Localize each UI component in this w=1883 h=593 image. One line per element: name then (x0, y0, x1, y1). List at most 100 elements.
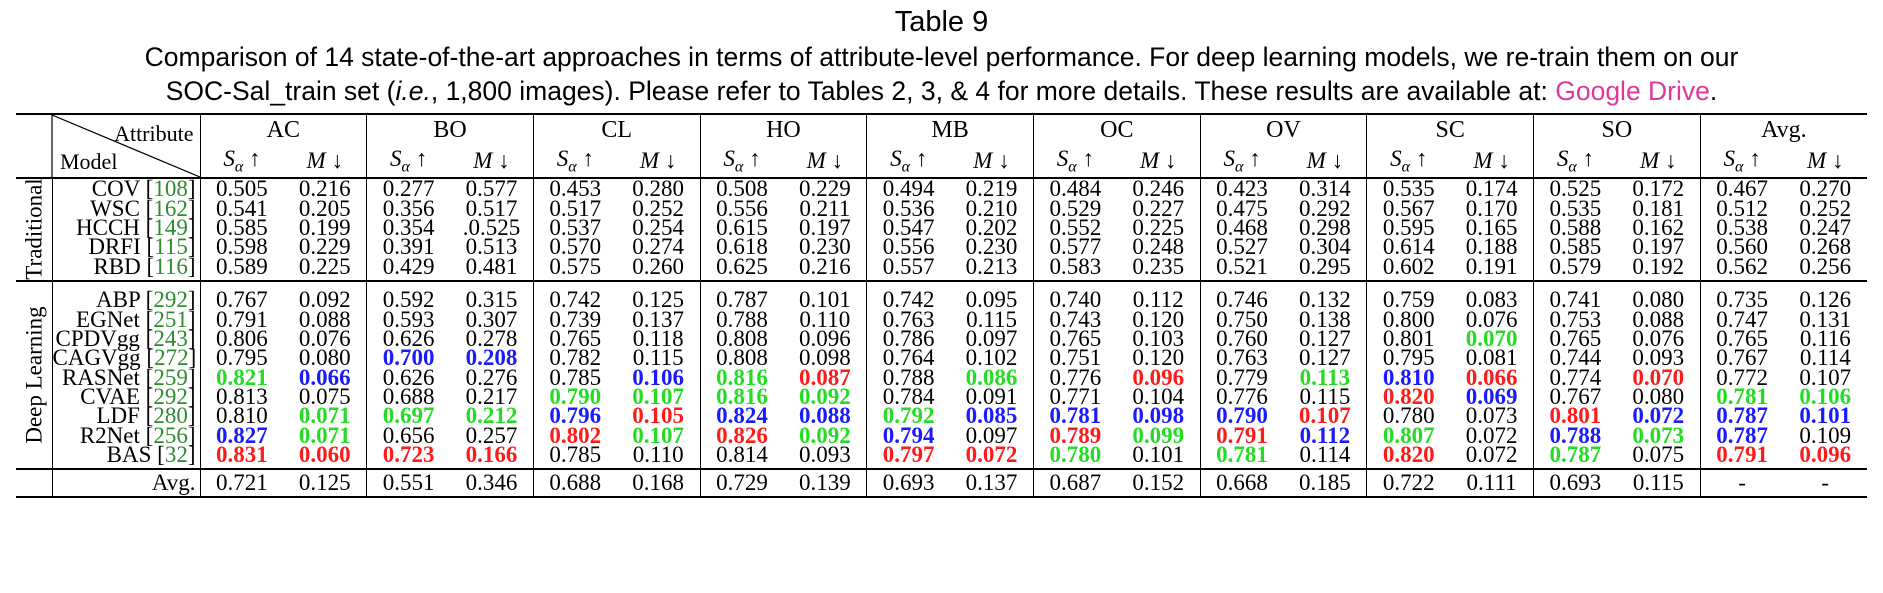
citation-link[interactable]: 292 (153, 384, 188, 410)
citation-link[interactable]: 116 (154, 253, 188, 279)
cell-value: 0.453 (549, 176, 602, 202)
table-cell: 0.521 (1199, 255, 1284, 282)
citation-link[interactable]: 108 (153, 176, 188, 202)
table-cell: 0.112 (1283, 424, 1366, 447)
table-row: CPDVgg [243] 0.806 0.076 0.626 0.278 0.765 0.1… (16, 325, 1867, 351)
cell-value: 0.219 (965, 176, 1018, 202)
cell-value: 0.106 (1799, 384, 1852, 410)
cell-value: 0.075 (298, 384, 351, 410)
cite-bracket-open: [ (151, 442, 165, 468)
table-cell: 0.688 (366, 384, 451, 410)
model-name: LDF (96, 403, 140, 429)
model-name-cell: CPDVgg [243] (52, 325, 200, 351)
header-attribute-cl: CL (532, 114, 701, 145)
table-cell: 0.091 (950, 385, 1033, 408)
table-cell: 0.103 (1117, 327, 1200, 350)
cell-value: 0.165 (1465, 214, 1518, 240)
table-cell: 0.567 (1366, 197, 1451, 220)
cell-value: 0.744 (1549, 345, 1602, 371)
header-attribute-mb: MB (866, 114, 1034, 145)
table-cell: 0.820 (1366, 443, 1451, 471)
citation-link[interactable]: 243 (153, 325, 188, 351)
metric-mae-header: M ↓ (450, 145, 534, 179)
cell-value: 0.229 (798, 176, 851, 202)
citation-link[interactable]: 32 (164, 442, 188, 468)
table-cell: 0.097 (950, 327, 1033, 350)
table-cell: 0.791 (199, 308, 284, 331)
down-arrow-icon: ↓ (1159, 148, 1177, 173)
cite-bracket-close: ] (188, 345, 197, 371)
cell-value: 0.075 (1632, 442, 1685, 468)
table-cell: 0.740 (1032, 280, 1117, 313)
cite-bracket-close: ] (187, 442, 196, 468)
cell-value: 0.088 (798, 403, 851, 429)
citation-link[interactable]: 259 (153, 364, 188, 390)
header-row-attributes: Attribute Model AC BO CL HO MB OC OV SC SO Avg. (16, 114, 1867, 179)
cell-value: 0.567 (1382, 195, 1435, 221)
cell-value: 0.771 (1049, 384, 1102, 410)
citation-link[interactable]: 272 (154, 345, 189, 371)
table-cell: 0.767 (1699, 346, 1784, 369)
cell-value: 0.230 (965, 234, 1018, 260)
citation-link[interactable]: 115 (154, 234, 188, 260)
table-cell: 0.070 (1450, 327, 1533, 350)
cell-value: 0.688 (382, 384, 435, 410)
table-cell: 0.784 (866, 385, 951, 408)
cell-value: 0.740 (1049, 287, 1102, 313)
header-attribute-ov: OV (1199, 114, 1367, 145)
table-cell: 0.765 (1699, 327, 1784, 350)
table-cell: 0.787 (699, 280, 784, 311)
table-cell: 0.211 (783, 197, 866, 220)
cite-bracket-close: ] (187, 325, 196, 351)
cell-value: 0.093 (1632, 345, 1685, 371)
table-cell: 0.626 (366, 366, 451, 389)
table-cell: 0.092 (783, 424, 866, 447)
cell-value: 0.820 (1382, 384, 1435, 410)
model-name-cell: LDF [280] (52, 403, 200, 429)
citation-link[interactable]: 149 (153, 214, 188, 240)
cell-value: 0.750 (1216, 306, 1268, 332)
cell-value: 0.138 (1299, 306, 1351, 332)
cell-value: 0.790 (549, 384, 602, 410)
metric-m-symbol: M (1807, 148, 1827, 173)
citation-link[interactable]: 292 (153, 287, 188, 313)
citation-link[interactable]: 251 (153, 306, 188, 332)
metric-s-subscript: α (734, 158, 744, 176)
up-arrow-icon: ↑ (243, 145, 261, 171)
cell-value: 0.110 (799, 306, 851, 332)
table-cell: 0.577 (1032, 235, 1117, 258)
table-cell: 0.575 (532, 255, 617, 282)
metric-s-alpha-header: Sα ↑ (1699, 145, 1784, 179)
citation-link[interactable]: 162 (153, 195, 188, 221)
table-cell: 0.219 (950, 176, 1033, 202)
table-cell: 0.615 (699, 216, 784, 239)
cell-value: 0.217 (465, 384, 518, 410)
cell-value: 0.225 (1132, 214, 1185, 240)
table-cell: 0.230 (950, 234, 1033, 260)
table-cell: 0.423 (1199, 177, 1284, 200)
cell-value: 0.235 (1132, 253, 1185, 279)
table-cell: 0.307 (450, 308, 533, 331)
citation-link[interactable]: 280 (153, 403, 188, 429)
google-drive-link[interactable]: Google Drive (1555, 76, 1710, 106)
cell-value: 0.070 (1632, 364, 1685, 390)
model-name: R2Net (79, 422, 140, 448)
table-cell: 0.790 (1199, 404, 1284, 427)
table-cell: 0.274 (617, 235, 700, 258)
cell-value: 0.072 (1632, 403, 1685, 429)
cell-value: 0.763 (882, 306, 935, 332)
cell-value: 0.517 (465, 195, 518, 221)
cell-value: 0.197 (798, 214, 851, 240)
cell-value: 0.069 (1465, 384, 1518, 410)
citation-link[interactable]: 256 (153, 422, 188, 448)
table-cell: 0.826 (699, 424, 784, 447)
cell-value: 0.080 (1632, 287, 1685, 313)
table-cell: 0.593 (366, 308, 451, 331)
table-cell: 0.066 (1450, 366, 1533, 389)
table-cell: 0.098 (783, 346, 866, 369)
cell-value: 0.831 (216, 442, 268, 468)
metric-s-subscript: α (401, 158, 410, 176)
table-cell: 0.535 (1532, 197, 1617, 220)
average-cell: 0.693 (1532, 469, 1617, 498)
table-cell: 0.107 (1283, 404, 1366, 427)
